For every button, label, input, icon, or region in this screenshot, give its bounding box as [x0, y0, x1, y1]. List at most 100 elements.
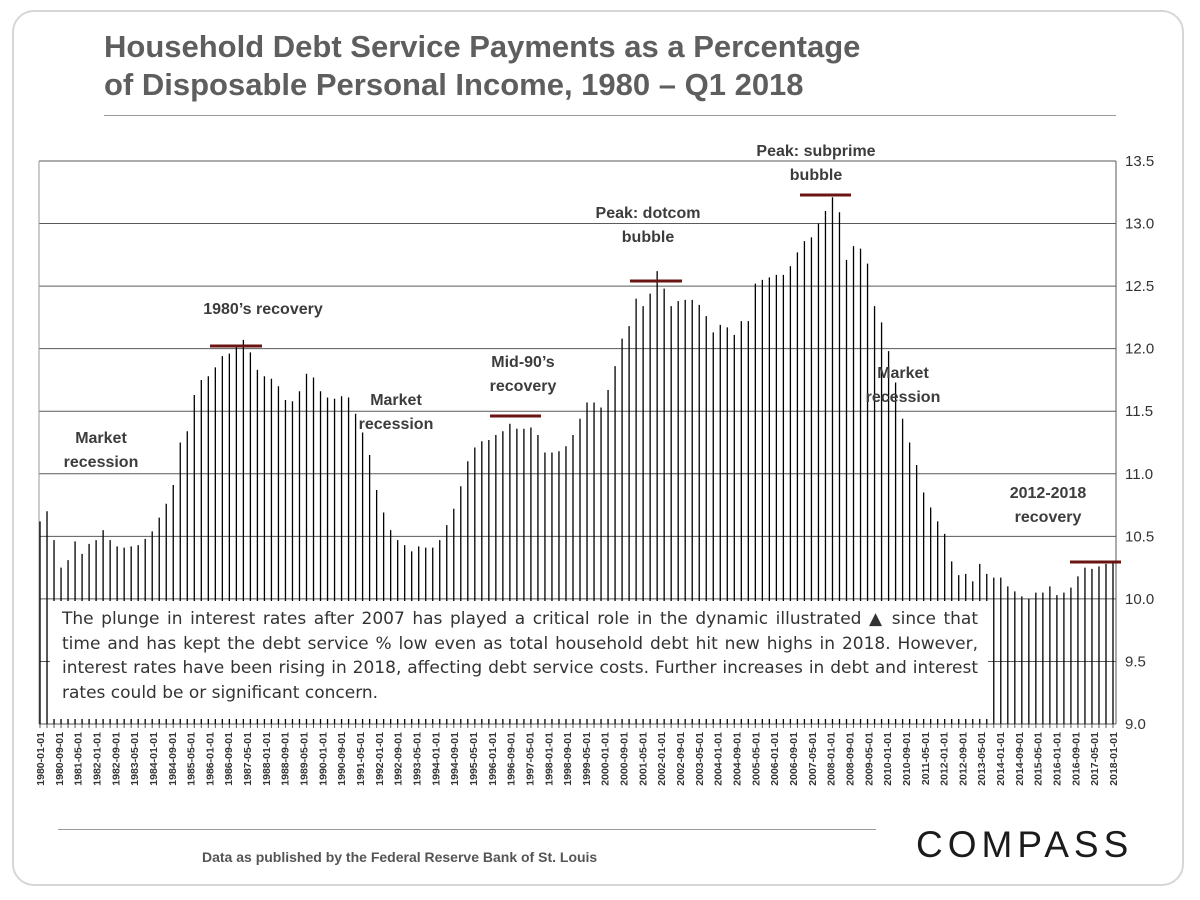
- chart-title-line-2: of Disposable Personal Income, 1980 – Q1…: [104, 67, 804, 102]
- x-tick-label: 1993-05-01: [411, 732, 423, 786]
- x-tick-label: 1982-09-01: [110, 732, 122, 786]
- annotation-line: Mid-90’s: [491, 354, 555, 371]
- x-tick-label: 1986-01-01: [204, 732, 216, 786]
- x-tick-label: 2017-05-01: [1089, 732, 1101, 786]
- x-tick-label: 1995-05-01: [468, 732, 480, 786]
- source-note: Data as published by the Federal Reserve…: [202, 849, 598, 865]
- x-tick-label: 1980-01-01: [35, 732, 47, 786]
- x-tick-label: 2011-05-01: [920, 732, 932, 785]
- x-tick-label: 1992-01-01: [374, 732, 386, 786]
- x-tick-label: 1996-01-01: [487, 732, 499, 786]
- x-tick-label: 2018-01-01: [1108, 732, 1120, 786]
- x-tick-label: 1984-09-01: [167, 732, 179, 786]
- x-tick-label: 1992-09-01: [393, 732, 405, 786]
- annotation-line: recovery: [1015, 509, 1082, 526]
- commentary-text-box: The plunge in interest rates after 2007 …: [50, 601, 988, 719]
- x-tick-label: 1990-09-01: [336, 732, 348, 786]
- annotation-line: recovery: [490, 378, 557, 395]
- chart-annotation: 2012-2018 recovery: [1010, 485, 1087, 526]
- y-tick-label: 12.0: [1125, 341, 1154, 358]
- x-tick-label: 1999-05-01: [581, 732, 593, 786]
- x-tick-label: 1998-09-01: [562, 732, 574, 786]
- x-tick-label: 1982-01-01: [91, 732, 103, 786]
- chart-annotation: Mid-90’s recovery: [490, 354, 557, 395]
- chart-annotation: Peak: subprime bubble: [756, 143, 875, 184]
- x-tick-label: 1994-01-01: [430, 732, 442, 786]
- x-tick-label: 1983-05-01: [129, 732, 141, 786]
- x-tick-label: 1998-01-01: [543, 732, 555, 786]
- x-tick-label: 1980-09-01: [54, 732, 66, 786]
- x-tick-label: 1997-05-01: [524, 732, 536, 786]
- x-tick-label: 1994-09-01: [449, 732, 461, 786]
- x-tick-label: 2006-09-01: [788, 732, 800, 786]
- x-tick-label: 2008-01-01: [826, 732, 838, 786]
- x-tick-label: 2008-09-01: [844, 732, 856, 786]
- chart-annotation: Peak: dotcom bubble: [596, 205, 701, 246]
- x-tick-label: 2006-01-01: [769, 732, 781, 786]
- x-tick-label: 2002-01-01: [656, 732, 668, 786]
- y-tick-label: 10.5: [1125, 528, 1154, 545]
- x-tick-label: 2005-05-01: [750, 732, 762, 786]
- annotation-line: bubble: [790, 167, 843, 184]
- annotation-line: recession: [64, 454, 139, 471]
- annotation-line: bubble: [622, 229, 675, 246]
- chart-annotation: Market recession: [359, 392, 434, 433]
- x-tick-label: 2012-09-01: [957, 732, 969, 786]
- x-tick-label: 1988-09-01: [280, 732, 292, 786]
- annotation-line: recession: [359, 416, 434, 433]
- x-tick-label: 2002-09-01: [675, 732, 687, 786]
- x-tick-label: 2016-09-01: [1070, 732, 1082, 786]
- y-tick-label: 13.5: [1125, 153, 1154, 170]
- x-tick-label: 1986-09-01: [223, 732, 235, 786]
- x-tick-label: 1991-05-01: [355, 732, 367, 786]
- annotation-line: recession: [866, 389, 941, 406]
- x-tick-label: 1996-09-01: [506, 732, 518, 786]
- chart-annotation: Market recession: [64, 430, 139, 471]
- x-tick-label: 1989-05-01: [299, 732, 311, 786]
- annotation-line: 2012-2018: [1010, 485, 1087, 502]
- x-tick-label: 2012-01-01: [939, 732, 951, 786]
- x-tick-label: 2004-01-01: [713, 732, 725, 786]
- y-tick-label: 10.0: [1125, 591, 1154, 608]
- x-tick-label: 2010-01-01: [882, 732, 894, 786]
- x-tick-label: 2016-01-01: [1052, 732, 1064, 786]
- footer-divider: [58, 829, 876, 830]
- annotation-line: Peak: dotcom: [596, 205, 701, 222]
- x-tick-label: 1984-01-01: [148, 732, 160, 786]
- x-tick-label: 1988-01-01: [261, 732, 273, 786]
- logo-text: COMPASS: [916, 824, 1134, 865]
- title-divider: [104, 115, 1116, 116]
- x-tick-label: 2014-01-01: [995, 732, 1007, 786]
- x-tick-label: 2010-09-01: [901, 732, 913, 786]
- y-tick-label: 11.5: [1125, 403, 1153, 420]
- annotation-line: Peak: subprime: [756, 143, 875, 160]
- chart-annotation: Market recession: [866, 365, 941, 406]
- x-tick-label: 2000-01-01: [600, 732, 612, 786]
- annotation-line: Market: [75, 430, 127, 447]
- y-tick-label: 13.0: [1125, 216, 1154, 233]
- x-tick-label: 2015-05-01: [1033, 732, 1045, 786]
- x-tick-label: 2001-05-01: [637, 732, 649, 786]
- annotation-line: Market: [877, 365, 929, 382]
- x-tick-label: 2000-09-01: [619, 732, 631, 786]
- x-tick-label: 1985-05-01: [186, 732, 198, 786]
- x-tick-label: 2003-05-01: [694, 732, 706, 786]
- annotation-line: 1980’s recovery: [203, 301, 323, 318]
- x-tick-label: 1990-01-01: [317, 732, 329, 786]
- y-tick-label: 11.0: [1125, 466, 1153, 483]
- slide-frame: [12, 10, 1184, 886]
- x-tick-label: 2013-05-01: [976, 732, 988, 786]
- y-tick-label: 12.5: [1125, 278, 1154, 295]
- y-tick-label: 9.0: [1125, 716, 1146, 733]
- x-tick-label: 2014-09-01: [1014, 732, 1026, 786]
- x-tick-label: 1987-05-01: [242, 732, 254, 786]
- x-tick-label: 2004-09-01: [732, 732, 744, 786]
- chart-title-line-1: Household Debt Service Payments as a Per…: [104, 29, 861, 64]
- annotation-line: Market: [370, 392, 422, 409]
- x-tick-label: 1981-05-01: [73, 732, 85, 786]
- chart-annotation: 1980’s recovery: [203, 301, 323, 318]
- x-tick-label: 2007-05-01: [807, 732, 819, 786]
- compass-logo: COMPASS: [916, 824, 1133, 866]
- x-tick-label: 2009-05-01: [863, 732, 875, 786]
